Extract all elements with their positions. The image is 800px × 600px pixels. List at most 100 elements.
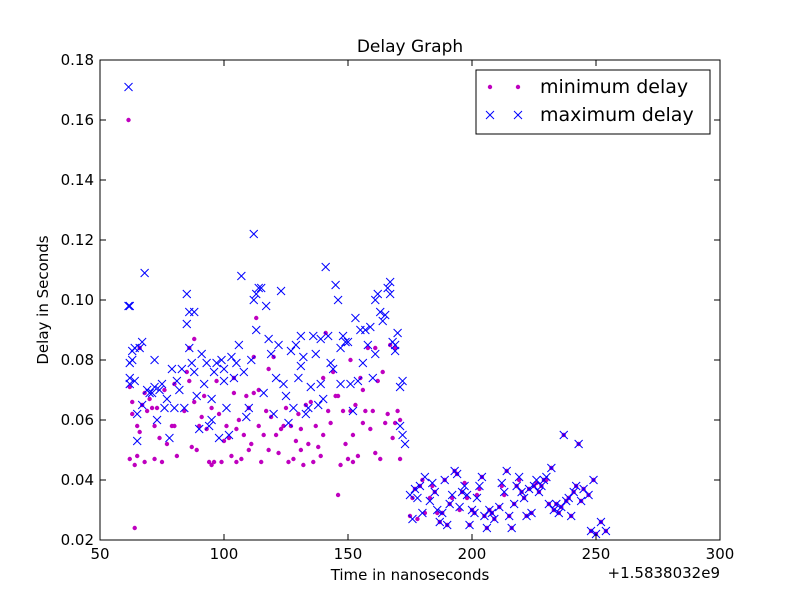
max-delay-point <box>420 472 430 482</box>
max-delay-point <box>336 379 345 389</box>
max-delay-point <box>239 367 249 377</box>
max-delay-point-stroke-b <box>554 508 564 518</box>
y-tick-label: 0.12 <box>61 231 94 249</box>
min-delay-point <box>308 399 313 405</box>
max-delay-point <box>512 481 521 491</box>
max-delay-point <box>341 337 350 347</box>
max-delay-point-stroke-b <box>303 403 313 413</box>
min-delay-point <box>239 456 244 462</box>
max-delay-point <box>601 526 611 536</box>
max-delay-point <box>165 433 174 443</box>
min-delay-point <box>397 456 403 462</box>
min-delay-point <box>132 462 137 468</box>
max-delay-point <box>246 355 256 365</box>
max-delay-point <box>405 490 415 500</box>
max-delay-point-stroke-b <box>425 496 435 506</box>
max-delay-point-stroke-b <box>179 403 189 413</box>
max-delay-point-stroke-b <box>316 334 326 344</box>
max-delay-point <box>289 403 298 413</box>
max-delay-point-stroke-b <box>395 421 405 431</box>
x-axis-offset-label: +1.5838032e9 <box>608 564 720 582</box>
max-delay-point-stroke-b <box>353 376 363 386</box>
min-delay-point <box>499 483 504 489</box>
max-delay-point-stroke-b <box>398 376 407 386</box>
max-delay-point-stroke-b <box>291 340 301 350</box>
min-delay-point <box>189 444 194 450</box>
max-delay-point-stroke-b <box>365 322 375 332</box>
max-delay-point-stroke-b <box>472 493 482 503</box>
min-delay-point <box>137 429 142 435</box>
max-delay-point-stroke-b <box>514 472 524 482</box>
max-delay-point-stroke-b <box>294 373 303 383</box>
series-1 <box>124 82 611 539</box>
max-delay-point <box>566 511 576 521</box>
max-delay-point <box>489 514 499 524</box>
max-delay-point <box>527 508 536 518</box>
y-tick-label: 0.18 <box>61 51 94 69</box>
max-delay-point-stroke-b <box>343 337 353 347</box>
min-delay-point <box>231 390 237 396</box>
max-delay-point-stroke-b <box>155 385 164 395</box>
max-delay-point-stroke-b <box>127 355 137 365</box>
min-delay-point <box>130 399 135 405</box>
max-delay-point-stroke-b <box>321 262 331 272</box>
max-delay-point <box>343 337 353 347</box>
max-delay-point <box>249 229 259 239</box>
max-delay-point-stroke-b <box>462 490 472 500</box>
max-delay-point <box>175 385 184 395</box>
min-delay-point <box>199 414 204 420</box>
min-delay-point <box>435 510 440 516</box>
legend-label-maximum-delay: maximum delay <box>540 104 694 126</box>
min-delay-point <box>276 450 281 456</box>
max-delay-point-stroke-b <box>125 379 135 389</box>
max-delay-point-stroke-b <box>217 355 226 365</box>
max-delay-point <box>199 379 209 389</box>
min-delay-point <box>306 441 311 447</box>
max-delay-point-stroke-b <box>482 523 492 533</box>
max-delay-point-stroke-b <box>390 346 400 356</box>
max-delay-point <box>532 475 541 485</box>
max-delay-point-stroke-b <box>375 307 385 317</box>
max-delay-point <box>529 481 539 491</box>
max-delay-point-stroke-b <box>224 430 234 440</box>
max-delay-point <box>244 403 254 413</box>
max-delay-point <box>137 337 147 347</box>
max-delay-point <box>217 355 226 365</box>
max-delay-point-stroke-b <box>135 343 145 353</box>
max-delay-point-stroke-b <box>519 493 529 503</box>
max-delay-point <box>294 373 303 383</box>
max-delay-point <box>316 334 326 344</box>
y-tick-label: 0.10 <box>61 291 94 309</box>
min-delay-point <box>192 399 197 405</box>
max-delay-point-stroke-b <box>172 376 182 386</box>
max-delay-point-stroke-b <box>571 481 581 491</box>
max-delay-point-stroke-b <box>512 481 521 491</box>
max-delay-point-stroke-b <box>299 352 308 362</box>
max-delay-point <box>502 466 512 476</box>
max-delay-point-stroke-b <box>328 364 338 374</box>
max-delay-point <box>204 421 214 431</box>
max-delay-point <box>249 295 259 305</box>
max-delay-point-stroke-b <box>251 325 261 335</box>
max-delay-point-stroke-b <box>212 358 221 368</box>
max-delay-point-stroke-b <box>455 502 464 512</box>
x-tick-label: 300 <box>706 545 735 563</box>
max-delay-point-stroke-b <box>227 352 236 362</box>
max-delay-point <box>477 472 487 482</box>
max-delay-point-stroke-b <box>160 403 169 413</box>
plot-area <box>124 82 611 539</box>
max-delay-point <box>227 352 236 362</box>
max-delay-point <box>589 475 598 485</box>
max-delay-point-stroke-b <box>465 520 474 530</box>
min-delay-point <box>330 369 336 375</box>
max-delay-point <box>313 400 323 410</box>
min-delay-point <box>229 453 234 459</box>
max-delay-point-stroke-b <box>170 403 179 413</box>
max-delay-point <box>124 301 133 311</box>
max-delay-point <box>556 502 566 512</box>
max-delay-point <box>140 268 149 278</box>
x-tick-label: 250 <box>582 545 611 563</box>
min-delay-point <box>234 426 239 432</box>
max-delay-point-stroke-b <box>460 481 469 491</box>
max-delay-point-stroke-b <box>199 379 209 389</box>
